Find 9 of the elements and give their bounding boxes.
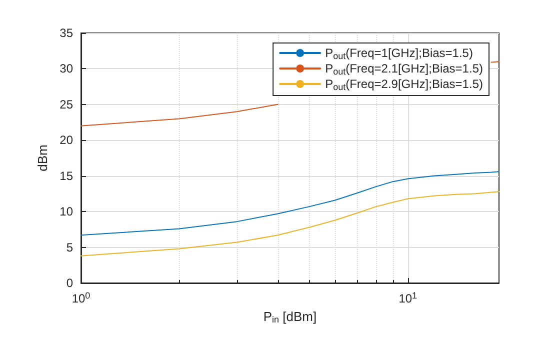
y-tick-label: 5 bbox=[66, 240, 74, 254]
y-tick-label: 30 bbox=[60, 62, 74, 76]
y-tick-label: 20 bbox=[60, 133, 74, 148]
y-tick-label: 25 bbox=[60, 97, 74, 112]
y-tick-label: 0 bbox=[66, 276, 74, 290]
y-tick-label: 35 bbox=[60, 26, 74, 40]
y-axis-title: dBm bbox=[34, 144, 50, 172]
y-tick-label: 10 bbox=[60, 204, 74, 219]
y-tick-label: 15 bbox=[60, 168, 74, 183]
